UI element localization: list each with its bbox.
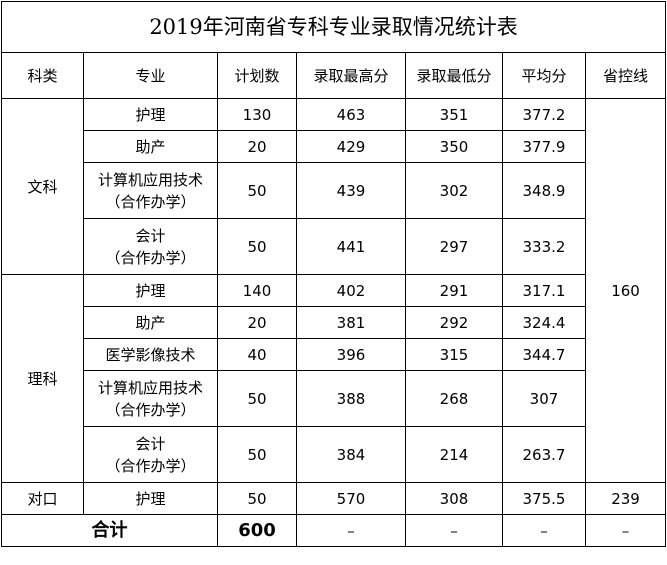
avg-cell: 377.2 bbox=[502, 98, 586, 131]
max-cell: 384 bbox=[296, 426, 406, 483]
control-line-cell: 160 bbox=[584, 98, 667, 483]
max-cell: 463 bbox=[296, 98, 406, 131]
table-title: 2019年河南省专科专业录取情况统计表 bbox=[0, 1, 667, 53]
min-cell: 268 bbox=[405, 370, 503, 427]
plan-cell: 50 bbox=[217, 482, 297, 515]
max-cell: 429 bbox=[296, 130, 406, 163]
table-row: 助产 20 429 350 377.9 bbox=[2, 130, 666, 163]
avg-cell: 377.9 bbox=[502, 130, 586, 163]
min-cell: 292 bbox=[405, 306, 503, 339]
max-cell: 381 bbox=[296, 306, 406, 339]
table-row: 计算机应用技术 （合作办学） 50 439 302 348.9 bbox=[2, 162, 666, 219]
major-line: （合作办学） bbox=[105, 192, 196, 211]
plan-cell: 140 bbox=[217, 274, 297, 307]
max-cell: 402 bbox=[296, 274, 406, 307]
category-cell: 对口 bbox=[1, 482, 84, 515]
major-line: 会计 bbox=[135, 226, 166, 245]
major-cell: 护理 bbox=[83, 482, 218, 515]
header-plan: 计划数 bbox=[217, 52, 297, 99]
table-row: 理科 护理 140 402 291 317.1 bbox=[1, 274, 666, 483]
header-control-line: 省控线 bbox=[584, 52, 667, 99]
total-label: 合计 bbox=[1, 514, 218, 547]
avg-cell: 324.4 bbox=[502, 306, 586, 339]
avg-cell: 348.9 bbox=[502, 162, 586, 219]
total-control: – bbox=[584, 514, 667, 547]
major-cell: 助产 bbox=[83, 306, 218, 339]
min-cell: 350 bbox=[405, 130, 503, 163]
total-avg: – bbox=[502, 514, 586, 547]
header-max-score: 录取最高分 bbox=[296, 52, 406, 99]
major-cell: 会计 （合作办学） bbox=[83, 426, 218, 483]
max-cell: 441 bbox=[296, 218, 406, 275]
min-cell: 351 bbox=[405, 98, 503, 131]
max-cell: 396 bbox=[296, 338, 406, 371]
plan-cell: 20 bbox=[217, 130, 297, 163]
major-cell: 计算机应用技术 （合作办学） bbox=[83, 162, 218, 219]
table-row: 助产 20 381 292 324.4 bbox=[2, 306, 666, 339]
header-category: 科类 bbox=[1, 52, 84, 99]
plan-cell: 50 bbox=[217, 162, 297, 219]
plan-cell: 50 bbox=[217, 370, 297, 427]
avg-cell: 375.5 bbox=[502, 482, 586, 515]
total-min: – bbox=[405, 514, 503, 547]
min-cell: 308 bbox=[405, 482, 503, 515]
avg-cell: 307 bbox=[502, 370, 586, 427]
major-cell: 医学影像技术 bbox=[83, 338, 218, 371]
min-cell: 214 bbox=[405, 426, 503, 483]
major-line: （合作办学） bbox=[105, 400, 196, 419]
major-line: 计算机应用技术 bbox=[97, 170, 203, 189]
min-cell: 297 bbox=[405, 218, 503, 275]
category-cell: 文科 bbox=[1, 98, 84, 275]
plan-cell: 20 bbox=[217, 306, 297, 339]
table-row: 会计 （合作办学） 50 441 297 333.2 bbox=[2, 218, 666, 275]
major-line: （合作办学） bbox=[105, 248, 196, 267]
table-row: 计算机应用技术 （合作办学） 50 388 268 307 bbox=[2, 370, 666, 427]
major-cell: 会计 （合作办学） bbox=[83, 218, 218, 275]
total-plan: 600 bbox=[217, 514, 297, 547]
min-cell: 302 bbox=[405, 162, 503, 219]
plan-cell: 40 bbox=[217, 338, 297, 371]
avg-cell: 344.7 bbox=[502, 338, 586, 371]
table-row: 文科 护理 130 463 351 377.2 160 bbox=[1, 98, 667, 483]
major-cell: 助产 bbox=[83, 130, 218, 163]
max-cell: 388 bbox=[296, 370, 406, 427]
total-row: 合计 600 – – – – bbox=[1, 514, 667, 547]
total-max: – bbox=[296, 514, 406, 547]
header-major: 专业 bbox=[83, 52, 218, 99]
table-row: 对口 护理 50 570 308 375.5 239 bbox=[1, 482, 667, 515]
major-cell: 护理 bbox=[83, 98, 218, 131]
avg-cell: 333.2 bbox=[502, 218, 586, 275]
major-cell: 计算机应用技术 （合作办学） bbox=[83, 370, 218, 427]
header-avg-score: 平均分 bbox=[502, 52, 586, 99]
control-line-cell: 239 bbox=[584, 482, 667, 515]
min-cell: 291 bbox=[405, 274, 503, 307]
category-cell: 理科 bbox=[1, 274, 84, 483]
plan-cell: 50 bbox=[217, 218, 297, 275]
header-row: 科类 专业 计划数 录取最高分 录取最低分 平均分 省控线 bbox=[1, 52, 667, 99]
max-cell: 439 bbox=[296, 162, 406, 219]
admission-table: 2019年河南省专科专业录取情况统计表 科类 专业 计划数 录取最高分 录取最低… bbox=[0, 1, 667, 547]
major-cell: 护理 bbox=[83, 274, 218, 307]
major-line: 计算机应用技术 bbox=[97, 378, 203, 397]
plan-cell: 50 bbox=[217, 426, 297, 483]
table-row: 会计 （合作办学） 50 384 214 263.7 bbox=[2, 426, 666, 483]
avg-cell: 317.1 bbox=[502, 274, 586, 307]
min-cell: 315 bbox=[405, 338, 503, 371]
max-cell: 570 bbox=[296, 482, 406, 515]
major-line: 会计 bbox=[135, 434, 166, 453]
avg-cell: 263.7 bbox=[502, 426, 586, 483]
plan-cell: 130 bbox=[217, 98, 297, 131]
table-row: 医学影像技术 40 396 315 344.7 bbox=[2, 338, 666, 371]
header-min-score: 录取最低分 bbox=[405, 52, 503, 99]
major-line: （合作办学） bbox=[105, 456, 196, 475]
